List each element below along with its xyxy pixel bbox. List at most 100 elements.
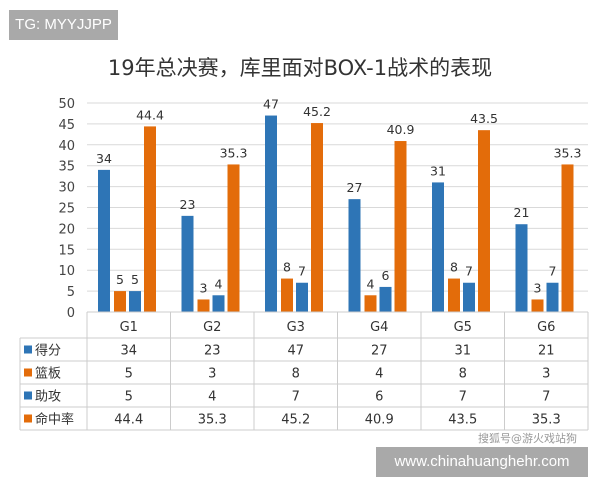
data-label: 47 — [263, 97, 279, 112]
data-label: 23 — [180, 197, 196, 212]
category-label: G3 — [287, 320, 305, 335]
table-cell: 7 — [542, 390, 550, 405]
legend-key-0 — [24, 345, 32, 354]
y-tick-label: 50 — [58, 97, 75, 112]
y-tick-label: 5 — [67, 285, 75, 300]
bar-G6-series-1 — [531, 299, 544, 312]
table-cell: 27 — [371, 344, 388, 359]
data-label: 45.2 — [303, 104, 331, 119]
data-label: 34 — [96, 151, 112, 166]
legend-key-1 — [24, 368, 32, 377]
bar-G1-series-2 — [129, 291, 141, 312]
data-label: 7 — [465, 264, 473, 279]
data-label: 4 — [367, 276, 375, 291]
bar-G2-series-2 — [212, 295, 225, 312]
y-tick-label: 40 — [58, 139, 75, 154]
y-tick-label: 10 — [58, 264, 75, 279]
table-cell: 3 — [208, 367, 216, 382]
table-cell: 35.3 — [198, 413, 227, 428]
data-label: 3 — [200, 280, 208, 295]
bar-G4-series-2 — [379, 286, 392, 312]
table-cell: 45.2 — [281, 413, 310, 428]
data-label: 44.4 — [136, 107, 164, 122]
category-label: G6 — [537, 320, 555, 335]
data-label: 35.3 — [554, 145, 582, 160]
y-tick-label: 0 — [67, 306, 75, 321]
bar-G1-series-0 — [98, 169, 110, 312]
data-label: 35.3 — [220, 145, 248, 160]
bar-G5-series-0 — [432, 182, 444, 312]
bar-G2-series-1 — [197, 299, 210, 312]
data-label: 27 — [347, 180, 363, 195]
table-cell: 47 — [287, 344, 304, 359]
table-cell: 34 — [120, 344, 137, 359]
legend-label: 得分 — [35, 343, 61, 359]
table-cell: 35.3 — [532, 413, 561, 428]
bar-G4-series-1 — [364, 295, 377, 312]
y-tick-label: 45 — [58, 118, 75, 133]
bar-G3-series-0 — [265, 115, 277, 312]
table-cell: 5 — [125, 390, 133, 405]
legend-key-3 — [24, 414, 32, 423]
bar-G5-series-2 — [463, 282, 475, 312]
table-cell: 4 — [375, 367, 383, 382]
data-label: 5 — [116, 272, 124, 287]
table-cell: 40.9 — [365, 413, 394, 428]
legend-label: 篮板 — [35, 367, 61, 382]
table-cell: 4 — [208, 390, 216, 405]
table-cell: 5 — [125, 367, 133, 382]
y-tick-label: 30 — [58, 181, 75, 196]
data-label: 3 — [534, 280, 542, 295]
category-label: G2 — [203, 320, 221, 335]
bar-G4-series-3 — [394, 141, 407, 312]
data-label: 8 — [450, 260, 458, 275]
table-cell: 43.5 — [448, 413, 477, 428]
table-cell: 21 — [538, 344, 555, 359]
bar-G2-series-0 — [181, 215, 194, 312]
watermark-top-left: TG: MYYJJPP — [9, 10, 118, 40]
table-cell: 6 — [375, 390, 383, 405]
y-tick-label: 15 — [58, 243, 75, 258]
data-label: 43.5 — [470, 111, 498, 126]
category-label: G4 — [370, 320, 388, 335]
table-cell: 3 — [542, 367, 550, 382]
y-tick-label: 35 — [58, 160, 75, 175]
category-label: G1 — [120, 320, 138, 335]
data-label: 7 — [298, 264, 306, 279]
bar-G5-series-3 — [478, 130, 490, 312]
y-tick-label: 25 — [58, 202, 75, 217]
bar-G1-series-3 — [144, 126, 156, 313]
table-cell: 7 — [292, 390, 300, 405]
watermark-sohu: 搜狐号@游火戏站狗 — [478, 432, 577, 445]
table-cell: 44.4 — [114, 413, 143, 428]
y-tick-label: 20 — [58, 222, 75, 237]
bar-G3-series-1 — [281, 278, 293, 312]
bar-G2-series-3 — [227, 164, 240, 312]
data-label: 4 — [215, 276, 223, 291]
data-label: 5 — [131, 272, 139, 287]
data-label: 40.9 — [387, 122, 415, 137]
table-cell: 31 — [454, 344, 471, 359]
data-label: 6 — [382, 268, 390, 283]
bar-G4-series-0 — [348, 199, 361, 312]
bar-G6-series-3 — [561, 164, 574, 312]
bar-G5-series-1 — [448, 278, 460, 312]
table-cell: 23 — [204, 344, 221, 359]
legend-label: 命中率 — [35, 412, 74, 428]
bar-G6-series-0 — [515, 224, 528, 312]
legend-key-2 — [24, 391, 32, 400]
category-label: G5 — [454, 320, 472, 335]
data-label: 21 — [514, 205, 530, 220]
table-cell: 8 — [292, 367, 300, 382]
bar-G3-series-3 — [311, 123, 323, 313]
watermark-bottom-right: www.chinahuanghehr.com — [376, 447, 588, 477]
data-label: 7 — [549, 264, 557, 279]
bar-G1-series-1 — [114, 291, 126, 312]
table-cell: 7 — [459, 390, 467, 405]
table-cell: 8 — [459, 367, 467, 382]
chart-title: 19年总决赛，库里面对BOX-1战术的表现 — [107, 56, 493, 80]
data-label: 8 — [283, 260, 291, 275]
bar-G3-series-2 — [296, 282, 308, 312]
bar-G6-series-2 — [546, 282, 559, 312]
